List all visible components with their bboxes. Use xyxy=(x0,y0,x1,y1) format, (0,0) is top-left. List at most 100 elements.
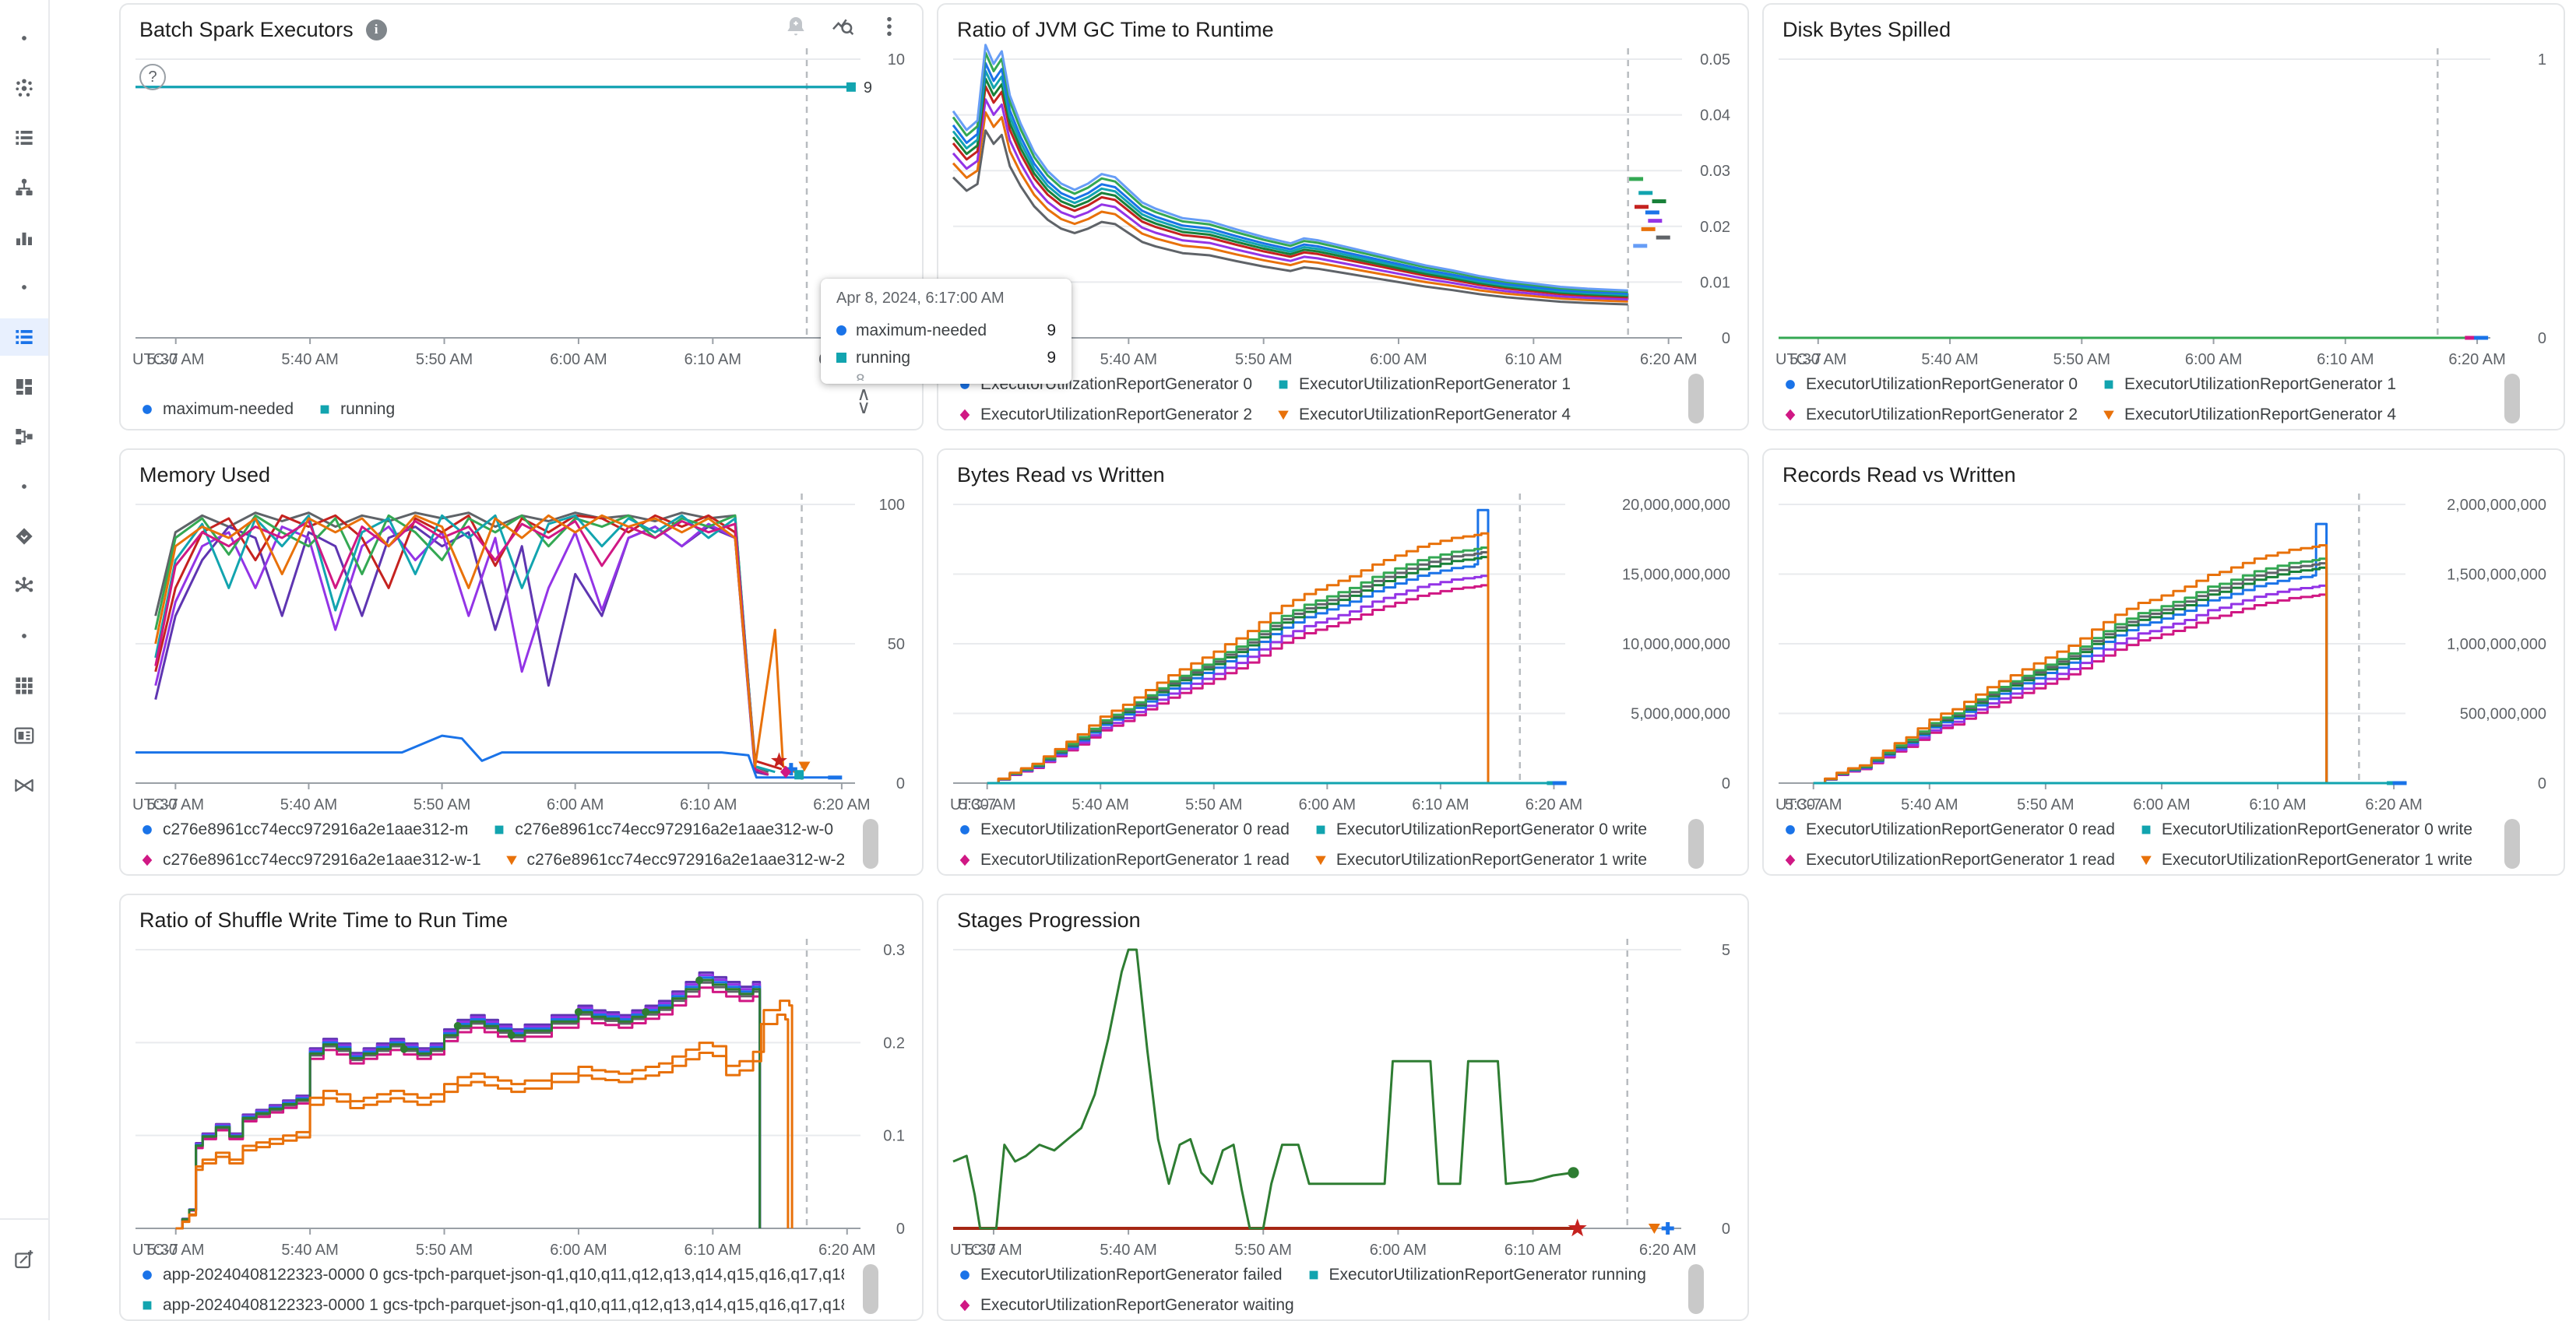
sidebar-item-nav-metrics[interactable] xyxy=(0,219,48,256)
x-axis-label: 5:30 AM xyxy=(147,1242,204,1259)
x-axis-label: 5:40 AM xyxy=(1100,1242,1156,1259)
legend-item[interactable]: ExecutorUtilizationReportGenerator waiti… xyxy=(957,1296,1294,1315)
x-axis-label: 6:20 AM xyxy=(813,796,870,813)
legend-label: app-20240408122323-0000 0 gcs-tpch-parqu… xyxy=(163,1265,844,1284)
sidebar-item-nav-dashboards[interactable] xyxy=(0,318,48,356)
diamond-marker-icon xyxy=(1785,854,1796,866)
sidebar-item-nav-dot-4[interactable] xyxy=(0,617,48,655)
legend-scrollbar[interactable] xyxy=(2504,819,2520,869)
sidebar-item-nav-widgets[interactable] xyxy=(0,368,48,406)
add-alert-icon[interactable] xyxy=(783,14,808,43)
x-axis-label: 6:20 AM xyxy=(2448,351,2505,368)
legend-item[interactable]: ExecutorUtilizationReportGenerator 2 xyxy=(957,406,1252,424)
diamond-marker-icon xyxy=(959,854,970,866)
legend-item[interactable]: ExecutorUtilizationReportGenerator 1 rea… xyxy=(957,851,1290,870)
x-axis-label: 5:30 AM xyxy=(1785,796,1842,813)
card-title: Ratio of Shuffle Write Time to Run Time xyxy=(139,908,509,932)
legend-label: app-20240408122323-0000 1 gcs-tpch-parqu… xyxy=(163,1295,844,1314)
legend-label: ExecutorUtilizationReportGenerator 0 wri… xyxy=(1336,820,1648,838)
legend-scrollbar[interactable] xyxy=(863,1264,878,1314)
legend-item[interactable]: ExecutorUtilizationReportGenerator 0 xyxy=(1782,375,2078,394)
help-icon[interactable]: ? xyxy=(139,64,166,90)
series-end-value-label: 9 xyxy=(864,79,872,97)
legend-item[interactable]: ExecutorUtilizationReportGenerator faile… xyxy=(957,1266,1283,1284)
x-axis-label: 6:00 AM xyxy=(550,351,607,368)
chart-canvas[interactable]: 2,000,000,000 1,500,000,000 1,000,000,000 5… xyxy=(1764,450,2564,874)
diamond-marker-icon xyxy=(959,1299,970,1311)
legend-label: ExecutorUtilizationReportGenerator 0 rea… xyxy=(1806,820,2115,838)
y-axis-label: 10,000,000,000 xyxy=(1622,636,1730,653)
legend-item[interactable]: ExecutorUtilizationReportGenerator 0 rea… xyxy=(1782,820,2115,839)
circle-marker-icon xyxy=(1786,824,1795,834)
sidebar-item-nav-dot-1[interactable] xyxy=(0,19,48,57)
legend-item[interactable]: maximum-needed xyxy=(139,400,294,419)
square-marker-icon xyxy=(1279,380,1288,388)
list-icon xyxy=(16,131,33,145)
legend-scrollbar[interactable] xyxy=(1688,819,1704,869)
sidebar-item-nav-hierarchy[interactable] xyxy=(0,169,48,206)
legend-item[interactable]: ExecutorUtilizationReportGenerator 0 wri… xyxy=(1313,820,1647,839)
article-icon xyxy=(14,727,34,744)
legend-item[interactable]: ExecutorUtilizationReportGenerator 1 rea… xyxy=(1782,851,2115,870)
legend-row: ExecutorUtilizationReportGenerator 0 Exec… xyxy=(1782,369,2486,399)
sidebar-item-nav-dot-3[interactable] xyxy=(0,468,48,505)
square-marker-icon xyxy=(2104,380,2113,388)
legend-item[interactable]: ExecutorUtilizationReportGenerator 1 xyxy=(1276,375,1571,394)
sidebar-item-nav-cluster[interactable] xyxy=(0,69,48,107)
legend-item[interactable]: c276e8961cc74ecc972916a2e1aae312-w-1 xyxy=(139,851,480,870)
sidebar-item-nav-apps[interactable] xyxy=(0,667,48,704)
legend-item[interactable]: ExecutorUtilizationReportGenerator 4 xyxy=(2101,406,2396,424)
x-axis-label: 5:50 AM xyxy=(2053,351,2110,368)
chart-canvas[interactable]: 100 50 0 UTC-75:30 AM 5:40 AM 5:50 AM 6:00 AM 6… xyxy=(121,450,922,874)
info-icon[interactable]: i xyxy=(365,19,387,40)
legend-item[interactable]: ExecutorUtilizationReportGenerator runni… xyxy=(1306,1266,1646,1284)
schema-icon xyxy=(16,429,33,444)
left-nav-rail xyxy=(0,0,50,1320)
legend-item[interactable]: ExecutorUtilizationReportGenerator 1 xyxy=(2101,375,2396,394)
legend-item[interactable]: ExecutorUtilizationReportGenerator 4 xyxy=(1276,406,1571,424)
chart-tooltip: Apr 8, 2024, 6:17:00 AM maximum-needed 9… xyxy=(821,279,1072,384)
legend-item[interactable]: ExecutorUtilizationReportGenerator 1 wri… xyxy=(1313,851,1647,870)
series-circle-marker-icon xyxy=(836,325,846,336)
sidebar-item-nav-bookmark[interactable] xyxy=(0,767,48,804)
chart-canvas[interactable]: 5 0 UTC-75:30 AM 5:40 AM 5:50 AM 6:00 AM 6:10 … xyxy=(938,895,1747,1319)
chart-legend: maximum-needed running xyxy=(139,394,844,424)
legend-item[interactable]: running xyxy=(317,400,395,419)
timezone-label: UTC-7 xyxy=(132,351,178,368)
sidebar-item-nav-dot-2[interactable] xyxy=(0,269,48,306)
chart-canvas[interactable]: 0.3 0.2 0.1 0 UTC-75:30 AM 5:40 AM 5:50 AM 6:00… xyxy=(121,895,922,1319)
sidebar-item-nav-news[interactable] xyxy=(0,717,48,754)
legend-scrollbar[interactable] xyxy=(863,819,878,869)
explore-chart-icon[interactable] xyxy=(830,14,855,43)
list-icon xyxy=(16,330,33,344)
legend-label: ExecutorUtilizationReportGenerator 1 wri… xyxy=(1336,850,1648,869)
legend-scrollbar[interactable] xyxy=(1688,374,1704,423)
legend-item[interactable]: ExecutorUtilizationReportGenerator 2 xyxy=(1782,406,2078,424)
chart-canvas[interactable]: 20,000,000,000 15,000,000,000 10,000,000,0… xyxy=(938,450,1747,874)
legend-item[interactable]: app-20240408122323-0000 0 gcs-tpch-parqu… xyxy=(139,1266,844,1284)
legend-item[interactable]: ExecutorUtilizationReportGenerator 1 wri… xyxy=(2138,851,2472,870)
sidebar-item-nav-feedback[interactable] xyxy=(0,1241,48,1278)
x-axis-label: 6:10 AM xyxy=(1504,1242,1561,1259)
legend-item[interactable]: ExecutorUtilizationReportGenerator 0 wri… xyxy=(2138,820,2472,839)
card-disk-bytes-spilled: Disk Bytes Spilled 1 0 UTC-7 5:30 AM 5:40 AM… xyxy=(1762,3,2565,430)
legend-expand-chevrons-icon[interactable]: ∧ ∨ xyxy=(857,384,871,418)
more-options-icon[interactable] xyxy=(877,14,902,43)
y-axis-label: 1,000,000,000 xyxy=(2447,636,2546,653)
legend-item[interactable]: ExecutorUtilizationReportGenerator 0 rea… xyxy=(957,820,1290,839)
grid-icon xyxy=(16,677,33,694)
legend-row: maximum-needed running xyxy=(139,394,844,424)
legend-scrollbar[interactable] xyxy=(1688,1264,1704,1314)
legend-item[interactable]: c276e8961cc74ecc972916a2e1aae312-w-0 xyxy=(491,820,833,839)
sidebar-item-nav-deploy[interactable] xyxy=(0,518,48,555)
y-axis-label: 0 xyxy=(1722,330,1730,347)
sidebar-item-nav-list[interactable] xyxy=(0,119,48,156)
sidebar-item-nav-schema[interactable] xyxy=(0,418,48,455)
legend-item[interactable]: c276e8961cc74ecc972916a2e1aae312-m xyxy=(139,820,468,839)
sidebar-item-nav-hub[interactable] xyxy=(0,567,48,605)
legend-item[interactable]: c276e8961cc74ecc972916a2e1aae312-w-2 xyxy=(504,851,844,870)
legend-scrollbar[interactable] xyxy=(2504,374,2520,423)
legend-item[interactable]: app-20240408122323-0000 1 gcs-tpch-parqu… xyxy=(139,1296,844,1315)
